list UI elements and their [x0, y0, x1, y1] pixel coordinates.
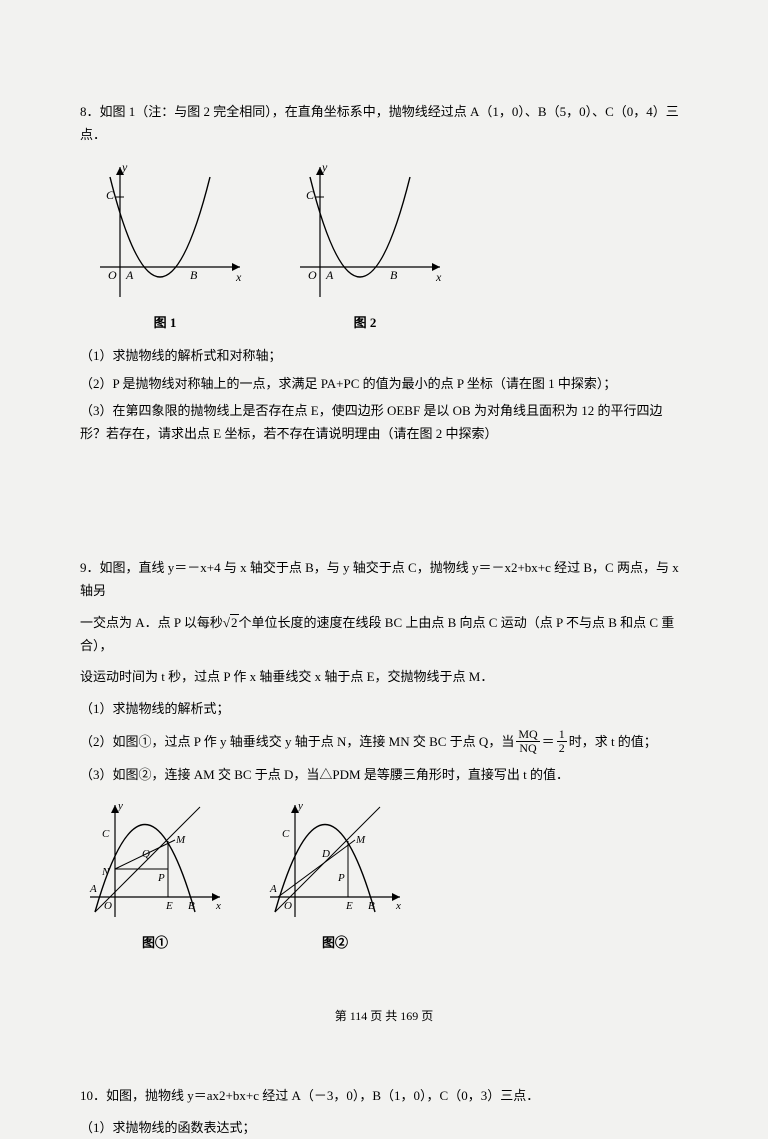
p8-figures: y x O A B C 图 1 y x O A B C	[80, 157, 688, 334]
p9f2-C: C	[282, 828, 290, 840]
frac-num-mq: MQ	[516, 728, 539, 742]
frac-num-1: 1	[557, 728, 567, 742]
p9f1-E: E	[165, 900, 173, 912]
p8-f2-C: C	[306, 188, 315, 202]
p8-sub1: （1）求抛物线的解析式和对称轴；	[80, 344, 688, 367]
p8-f2-A: A	[325, 268, 334, 282]
p9f1-x: x	[215, 900, 221, 912]
p8-f2-x: x	[435, 270, 442, 284]
p9-fig1-label: 图①	[80, 931, 230, 954]
p9-fig2-svg: y x O A B C M P D E	[260, 797, 410, 927]
p8-fig1-svg: y x O A B C	[80, 157, 250, 307]
problem-8: 8．如图 1（注：与图 2 完全相同），在直角坐标系中，抛物线经过点 A（1，0…	[80, 100, 688, 446]
p8-number: 8．	[80, 104, 100, 119]
p9f2-y: y	[297, 800, 303, 812]
p8-f1-B: B	[190, 268, 198, 282]
p10-number: 10．	[80, 1088, 106, 1103]
p9-intro2-pre: 一交点为 A．点 P 以每秒	[80, 615, 223, 630]
p9-sub2: （2）如图①，过点 P 作 y 轴垂线交 y 轴于点 N，连接 MN 交 BC …	[80, 728, 657, 755]
problem-9: 9．如图，直线 y＝－x+4 与 x 轴交于点 B，与 y 轴交于点 C，抛物线…	[80, 556, 688, 955]
p9f2-P: P	[337, 872, 345, 884]
fraction-1-2: 1 2	[557, 728, 567, 755]
p9f2-D: D	[321, 848, 330, 860]
p9f2-E: E	[345, 900, 353, 912]
p9f2-B: B	[368, 900, 375, 912]
p8-f1-C: C	[106, 188, 115, 202]
p9-intro-line1: 9．如图，直线 y＝－x+4 与 x 轴交于点 B，与 y 轴交于点 C，抛物线…	[80, 556, 688, 603]
p9f1-y: y	[117, 800, 123, 812]
p9f1-C: C	[102, 828, 110, 840]
frac-den-2: 2	[557, 742, 567, 755]
p8-figure-1: y x O A B C 图 1	[80, 157, 250, 334]
p9-figure-1: y x O A B C M N P Q E 图①	[80, 797, 230, 954]
p9f2-A: A	[269, 883, 277, 895]
p10-intro-text: 如图，抛物线 y＝ax2+bx+c 经过 A（－3，0），B（1，0），C（0，…	[106, 1088, 539, 1103]
p9-sub2-post: 时，求 t 的值；	[569, 730, 657, 753]
p8-fig2-svg: y x O A B C	[280, 157, 450, 307]
page-footer: 第 114 页 共 169 页	[0, 1006, 768, 1028]
p9f2-O: O	[284, 900, 292, 912]
p8-fig1-label: 图 1	[80, 311, 250, 334]
p9f2-M: M	[355, 834, 366, 846]
p9f1-B: B	[188, 900, 195, 912]
p9-figure-2: y x O A B C M P D E 图②	[260, 797, 410, 954]
p9-intro-line2: 一交点为 A．点 P 以每秒2个单位长度的速度在线段 BC 上由点 B 向点 C…	[80, 611, 688, 658]
p8-intro-text: 如图 1（注：与图 2 完全相同），在直角坐标系中，抛物线经过点 A（1，0）、…	[80, 104, 679, 142]
p9f1-P: P	[157, 872, 165, 884]
p8-figure-2: y x O A B C 图 2	[280, 157, 450, 334]
p9-number: 9．	[80, 560, 100, 575]
p8-f2-y: y	[321, 160, 328, 174]
p10-intro: 10．如图，抛物线 y＝ax2+bx+c 经过 A（－3，0），B（1，0），C…	[80, 1084, 688, 1107]
p9-sub2-pre: （2）如图①，过点 P 作 y 轴垂线交 y 轴于点 N，连接 MN 交 BC …	[80, 730, 514, 753]
p9f1-N: N	[101, 866, 110, 878]
p8-intro: 8．如图 1（注：与图 2 完全相同），在直角坐标系中，抛物线经过点 A（1，0…	[80, 100, 688, 147]
p8-f1-O: O	[108, 268, 117, 282]
problem-10: 10．如图，抛物线 y＝ax2+bx+c 经过 A（－3，0），B（1，0），C…	[80, 1084, 688, 1139]
p9f1-M: M	[175, 834, 186, 846]
p8-sub3: （3）在第四象限的抛物线上是否存在点 E，使四边形 OEBF 是以 OB 为对角…	[80, 399, 688, 446]
p9-intro1: 如图，直线 y＝－x+4 与 x 轴交于点 B，与 y 轴交于点 C，抛物线 y…	[80, 560, 679, 598]
p9-fig2-label: 图②	[260, 931, 410, 954]
frac-den-nq: NQ	[516, 742, 539, 755]
p9f1-Q: Q	[142, 848, 150, 860]
p9f1-O: O	[104, 900, 112, 912]
p9-sqrt-val: 2	[230, 614, 239, 630]
p8-fig2-label: 图 2	[280, 311, 450, 334]
p8-f1-x: x	[235, 270, 242, 284]
p8-f2-B: B	[390, 268, 398, 282]
p9f2-x: x	[395, 900, 401, 912]
p10-sub1: （1）求抛物线的函数表达式；	[80, 1116, 688, 1139]
p8-sub2: （2）P 是抛物线对称轴上的一点，求满足 PA+PC 的值为最小的点 P 坐标（…	[80, 372, 688, 395]
p8-f1-y: y	[121, 160, 128, 174]
p9-fig1-svg: y x O A B C M N P Q E	[80, 797, 230, 927]
p9-sub1: （1）求抛物线的解析式；	[80, 697, 688, 720]
p9-intro-line3: 设运动时间为 t 秒，过点 P 作 x 轴垂线交 x 轴于点 E，交抛物线于点 …	[80, 665, 688, 688]
sqrt-icon: 2	[223, 611, 239, 634]
p8-f2-O: O	[308, 268, 317, 282]
p8-f1-A: A	[125, 268, 134, 282]
p9-figures: y x O A B C M N P Q E 图①	[80, 797, 688, 954]
p9f1-A: A	[89, 883, 97, 895]
p9-sub2-eq: ＝	[542, 730, 555, 753]
fraction-mq-nq: MQ NQ	[516, 728, 539, 755]
p9-sub3: （3）如图②，连接 AM 交 BC 于点 D，当△PDM 是等腰三角形时，直接写…	[80, 763, 688, 786]
